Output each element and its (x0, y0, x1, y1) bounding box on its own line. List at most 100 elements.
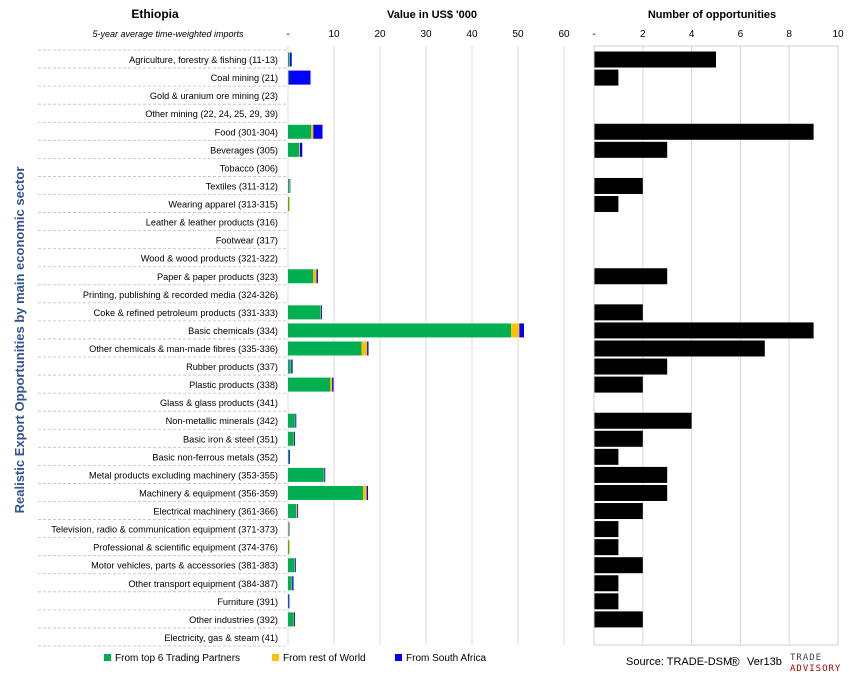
value-tick-label: 40 (466, 29, 478, 40)
value-bar-segment (299, 142, 303, 157)
legend-label-rest-of-world: From rest of World (283, 653, 366, 664)
value-bar-segment (511, 323, 520, 338)
opportunity-tick-label: 2 (640, 29, 646, 40)
category-label: Basic non-ferrous metals (352) (152, 452, 278, 462)
value-bar-segment (316, 269, 318, 284)
opportunity-tick-label: 4 (689, 29, 695, 40)
value-tick-label: 50 (512, 29, 524, 40)
category-label: Other chemicals & man-made fibres (335-3… (89, 344, 278, 354)
opportunity-bar (594, 51, 716, 68)
opportunity-bar (594, 177, 643, 194)
opportunity-bar (594, 196, 619, 213)
subtitle: 5-year average time-weighted imports (92, 29, 244, 39)
category-label: Television, radio & communication equipm… (51, 525, 278, 535)
value-bar-segment (293, 431, 295, 446)
category-label: Plastic products (338) (189, 380, 278, 390)
value-bar-segment (297, 504, 299, 519)
category-label: Other transport equipment (384-387) (128, 579, 278, 589)
category-label: Basic iron & steel (351) (183, 434, 278, 444)
value-bar-segment (288, 70, 289, 85)
category-label: Coal mining (21) (211, 73, 278, 83)
source-text: Source: TRADE-DSM (626, 656, 732, 668)
category-label: Wearing apparel (313-315) (168, 200, 278, 210)
opportunity-bar (594, 448, 619, 465)
value-bar-segment (288, 540, 290, 555)
value-bar-segment (313, 124, 323, 139)
category-label: Machinery & equipment (356-359) (139, 488, 278, 498)
opportunity-bar (594, 484, 668, 501)
opportunity-bar (594, 69, 619, 86)
opportunity-bar (594, 557, 643, 574)
value-bar-segment (296, 504, 298, 519)
legend-label-top6: From top 6 Trading Partners (115, 653, 240, 664)
opportunity-bar (594, 430, 643, 447)
value-tick-label: 60 (558, 29, 570, 40)
category-label: Electrical machinery (361-366) (153, 507, 278, 517)
opportunity-tick-label: - (592, 29, 595, 40)
category-label: Wood & wood products (321-322) (141, 254, 278, 264)
value-bar-segment (288, 359, 291, 374)
opportunity-bar (594, 322, 814, 339)
value-bar-segment (362, 485, 367, 500)
value-tick-label: - (286, 29, 289, 40)
value-bar-segment (288, 449, 290, 464)
legend-swatch-top6 (104, 654, 111, 661)
value-bar-segment (288, 197, 289, 212)
value-bar-segment (289, 52, 292, 67)
value-bar-segment (288, 431, 294, 446)
opportunities-chart-title: Number of opportunities (648, 9, 776, 21)
value-bar-segment (313, 269, 317, 284)
logo-line-1: TRADE (790, 653, 822, 663)
value-bar-segment (288, 504, 297, 519)
value-bar-segment (288, 467, 324, 482)
opportunity-bar (594, 412, 692, 429)
category-label: Printing, publishing & recorded media (3… (83, 290, 278, 300)
value-bar-segment (288, 70, 311, 85)
value-bar-segment (299, 142, 300, 157)
legend: From top 6 Trading Partners From rest of… (104, 653, 486, 664)
value-gridlines (287, 46, 565, 645)
value-bar-segment (311, 124, 314, 139)
value-bar-segment (519, 323, 524, 338)
category-label: Electricity, gas & steam (41) (164, 633, 278, 643)
value-bar-segment (288, 413, 295, 428)
opportunity-bar (594, 340, 765, 357)
opportunities-plot-border (593, 45, 839, 646)
opportunity-bar (594, 575, 619, 592)
y-axis-title: Realistic Export Opportunities by main e… (12, 167, 27, 514)
opportunity-tick-labels: - 2 4 6 8 10 (592, 29, 844, 40)
category-rows: Agriculture, forestry & fishing (11-13) C… (38, 49, 288, 647)
category-label: Professional & scientific equipment (374… (93, 543, 278, 553)
opportunity-bar (594, 539, 619, 556)
value-bar-segment (288, 341, 362, 356)
logo-line-2: ADVISORY (790, 664, 841, 674)
opportunity-tick-label: 10 (832, 29, 844, 40)
opportunity-bar (594, 593, 619, 610)
category-label: Basic chemicals (334) (188, 326, 278, 336)
value-tick-label: 30 (420, 29, 432, 40)
opportunity-bar (594, 268, 668, 285)
trade-advisory-logo: TRADE ADVISORY (790, 653, 841, 674)
value-bar-segment (293, 612, 295, 627)
value-bar-segment (288, 52, 290, 67)
opportunity-tick-label: 6 (738, 29, 744, 40)
category-label: Beverages (305) (210, 145, 278, 155)
category-label: Leather & leather products (316) (146, 218, 278, 228)
category-label: Footwear (317) (216, 236, 278, 246)
version-text: Ver13b (747, 656, 782, 668)
value-bar-segment (288, 124, 311, 139)
country-title: Ethiopia (131, 7, 179, 21)
value-bar-segment (288, 576, 292, 591)
value-bar-segment (366, 485, 369, 500)
registered-mark: ® (730, 654, 740, 669)
category-label: Non-metallic minerals (342) (166, 416, 278, 426)
value-bar-segment (288, 612, 294, 627)
value-bar-segment (288, 142, 300, 157)
value-bar-segment (288, 269, 314, 284)
opportunity-bar (594, 611, 643, 628)
category-label: Furniture (391) (217, 597, 278, 607)
category-label: Coke & refined petroleum products (331-3… (94, 308, 278, 318)
value-bar-segment (295, 413, 297, 428)
category-label: Gold & uranium ore mining (23) (150, 91, 278, 101)
